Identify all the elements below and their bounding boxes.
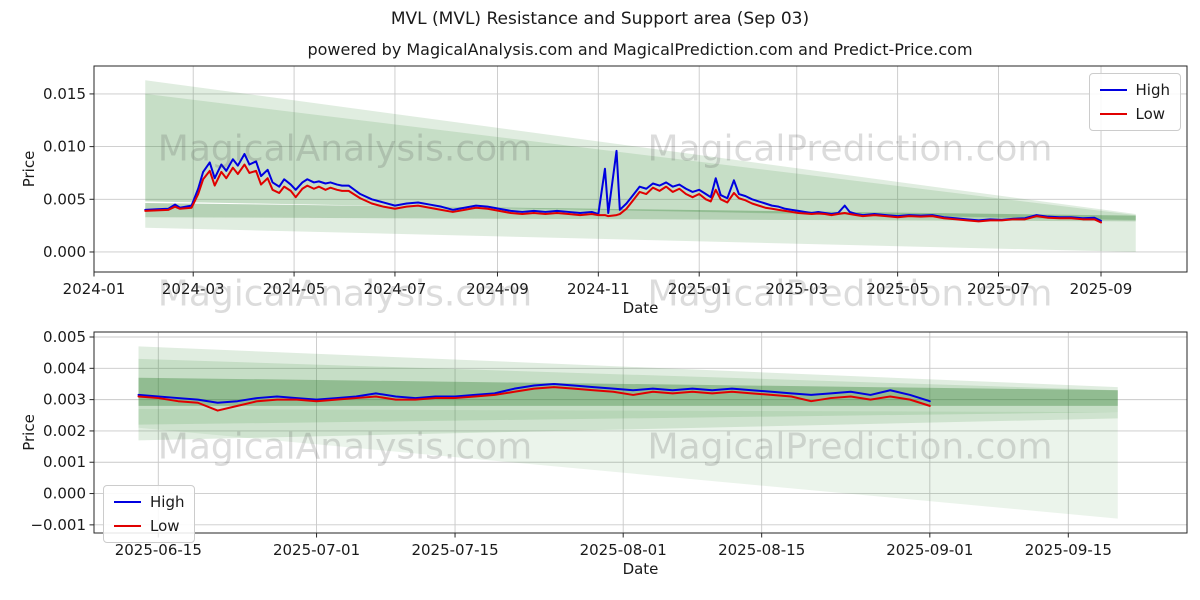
- legend-top-chart: High Low: [1088, 73, 1181, 131]
- svg-text:2025-01: 2025-01: [668, 280, 731, 298]
- svg-text:2025-08-15: 2025-08-15: [718, 541, 805, 559]
- svg-text:0.010: 0.010: [43, 138, 86, 156]
- high-line-swatch: [1099, 89, 1127, 91]
- legend-item-low: Low: [114, 514, 184, 538]
- svg-text:2025-08-01: 2025-08-01: [580, 541, 667, 559]
- svg-text:2025-09: 2025-09: [1070, 280, 1133, 298]
- legend-item-low: Low: [1099, 102, 1170, 126]
- svg-text:0.001: 0.001: [43, 453, 86, 471]
- svg-text:0.005: 0.005: [43, 190, 86, 208]
- svg-text:0.005: 0.005: [43, 328, 86, 346]
- legend-high-label: High: [1135, 81, 1170, 99]
- svg-text:Date: Date: [623, 560, 659, 578]
- price-chart-main: 2024-01 2024-03 2024-05 2024-07 2024-09 2024-…: [20, 65, 1188, 317]
- svg-text:2025-07-15: 2025-07-15: [411, 541, 498, 559]
- svg-text:2025-07-01: 2025-07-01: [273, 541, 360, 559]
- svg-text:2025-07: 2025-07: [967, 280, 1030, 298]
- svg-text:Price: Price: [20, 151, 38, 188]
- svg-text:Price: Price: [20, 414, 38, 451]
- svg-text:2024-11: 2024-11: [567, 280, 630, 298]
- svg-text:2024-01: 2024-01: [63, 280, 126, 298]
- legend-low-label: Low: [1135, 105, 1166, 123]
- legend-item-high: High: [114, 490, 184, 514]
- svg-text:2025-05: 2025-05: [866, 280, 929, 298]
- svg-text:0.003: 0.003: [43, 391, 86, 409]
- price-chart-zoom: 2025-06-15 2025-07-01 2025-07-15 2025-08-01…: [20, 328, 1188, 578]
- svg-text:2025-06-15: 2025-06-15: [115, 541, 202, 559]
- svg-text:2024-05: 2024-05: [263, 280, 326, 298]
- svg-text:0.015: 0.015: [43, 85, 86, 103]
- low-line-swatch: [1099, 113, 1127, 115]
- svg-text:2025-03: 2025-03: [765, 280, 828, 298]
- svg-text:2024-09: 2024-09: [466, 280, 529, 298]
- svg-text:2024-07: 2024-07: [364, 280, 427, 298]
- low-line-swatch: [114, 525, 141, 527]
- svg-text:2025-09-15: 2025-09-15: [1025, 541, 1112, 559]
- svg-text:0.000: 0.000: [43, 485, 86, 503]
- svg-text:0.000: 0.000: [43, 243, 86, 261]
- legend-item-high: High: [1099, 78, 1170, 102]
- page-title: MVL (MVL) Resistance and Support area (S…: [390, 9, 810, 29]
- chart-subtitle: powered by MagicalAnalysis.com and Magic…: [307, 40, 973, 59]
- legend-bottom-chart: High Low: [103, 485, 196, 543]
- legend-low-label: Low: [150, 517, 180, 535]
- legend-high-label: High: [150, 493, 185, 511]
- svg-text:0.004: 0.004: [43, 359, 86, 377]
- svg-text:2024-03: 2024-03: [162, 280, 225, 298]
- svg-text:Date: Date: [623, 299, 659, 317]
- svg-text:0.002: 0.002: [43, 422, 86, 440]
- svg-text:2025-09-01: 2025-09-01: [886, 541, 973, 559]
- high-line-swatch: [114, 501, 141, 503]
- svg-text:−0.001: −0.001: [30, 516, 86, 534]
